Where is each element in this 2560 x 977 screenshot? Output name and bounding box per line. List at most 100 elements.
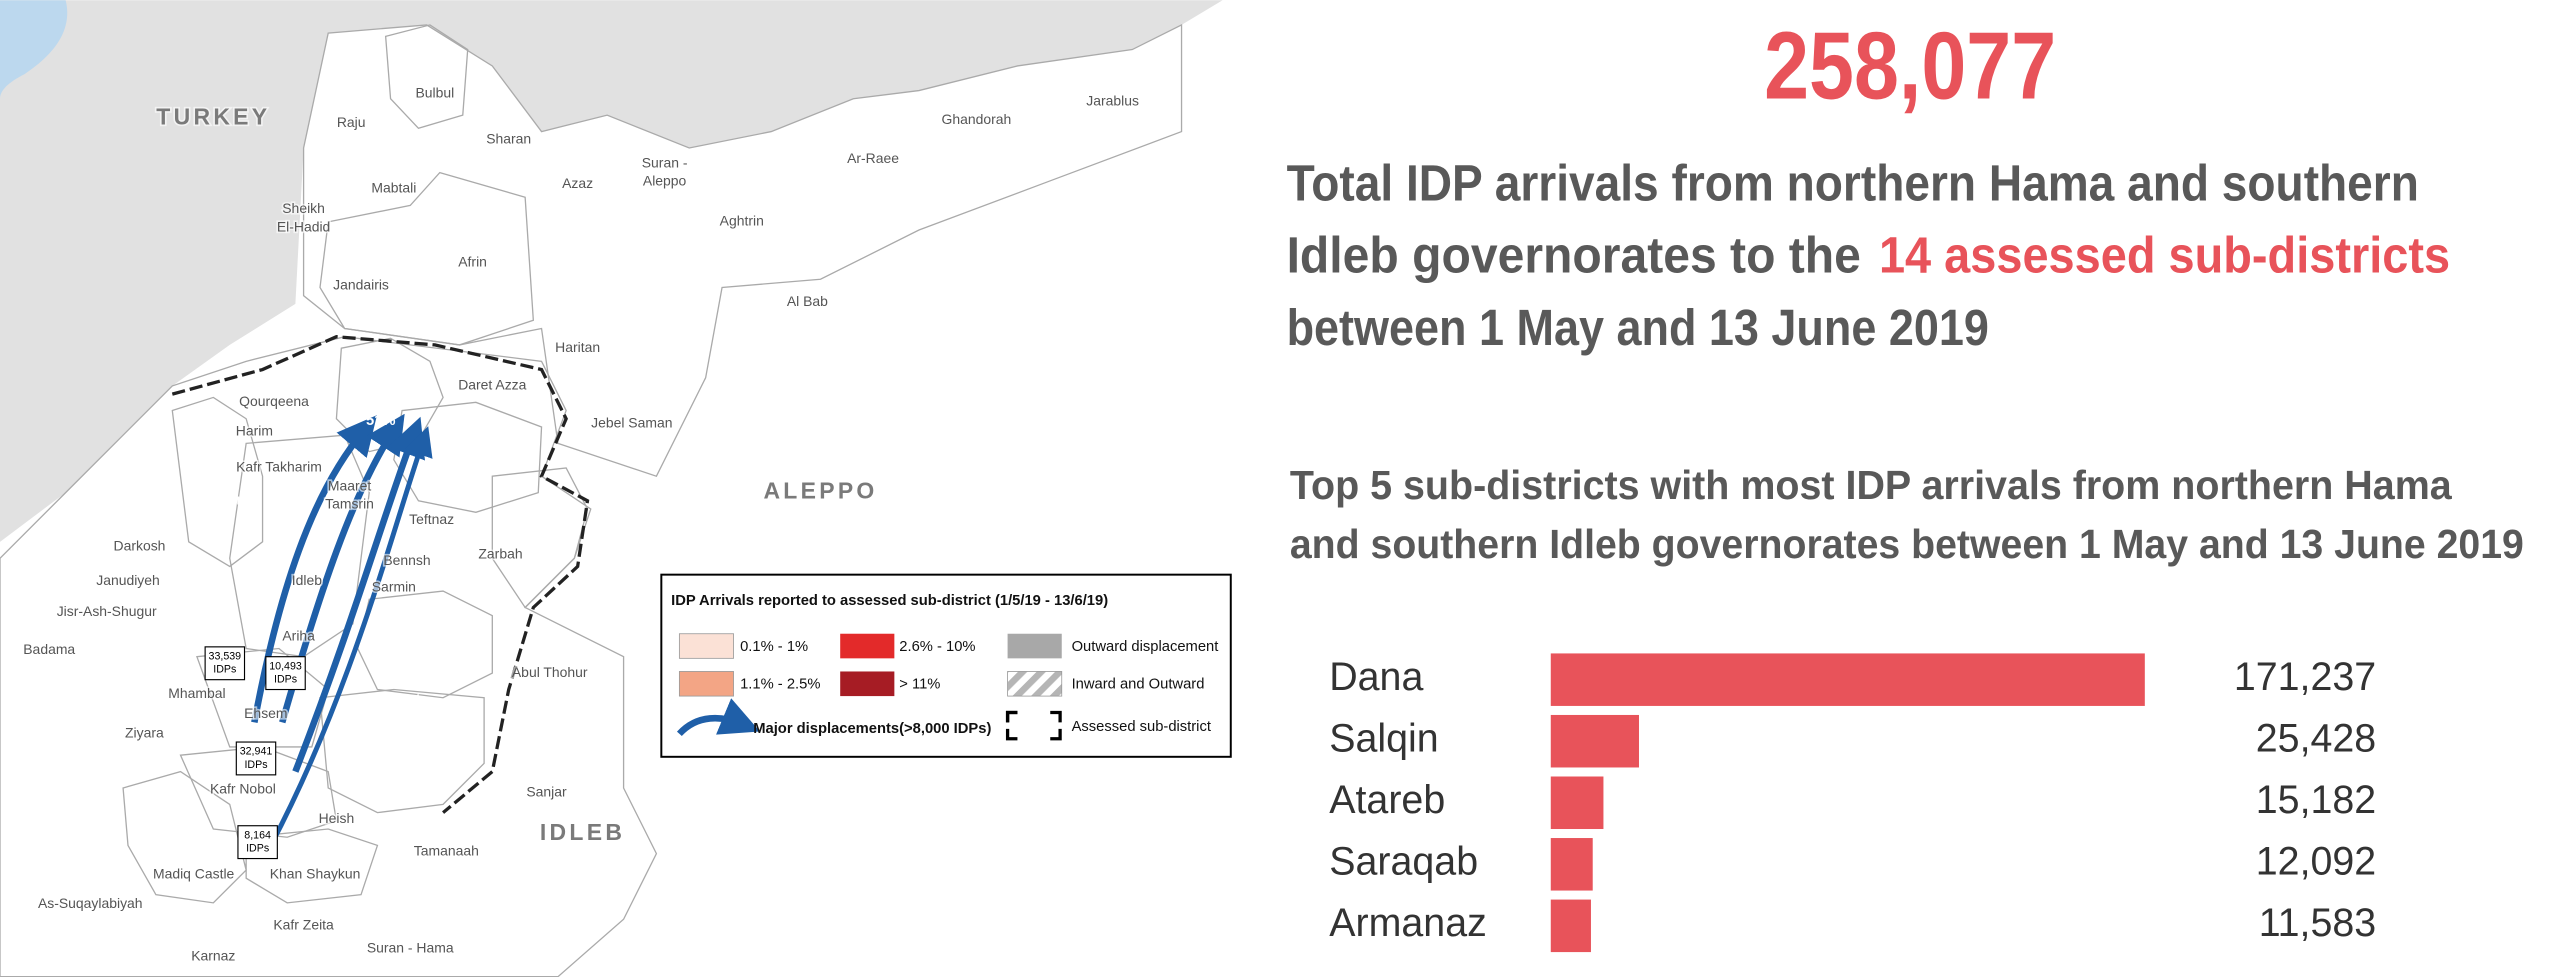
map-label: Khan Shaykun xyxy=(270,866,361,882)
map-label: Jandairis xyxy=(333,277,389,293)
assessed-outline xyxy=(171,335,590,814)
legend-item: 1.1% - 2.5% xyxy=(740,677,820,693)
map-label: Badama xyxy=(23,641,75,657)
bar xyxy=(1550,714,1639,768)
map-label: Azaz xyxy=(562,175,593,191)
flow-label: IDPs xyxy=(274,673,297,685)
map-label: Atareb xyxy=(433,452,480,468)
map-label: Idleb xyxy=(292,572,322,588)
map-label: Janudiyeh xyxy=(96,572,160,588)
maarrat xyxy=(319,688,485,814)
map-label: Kafr Takharim xyxy=(236,459,322,475)
map-label: El-Hadid xyxy=(277,218,330,234)
legend-item: Outward displacement xyxy=(1072,639,1219,655)
map-label: 51% xyxy=(366,413,396,429)
bar-category: Salqin xyxy=(1329,717,1438,761)
bar-value: 171,237 xyxy=(2234,655,2376,699)
map-label: Abul Thohur xyxy=(512,664,588,680)
map-label: Jisr-Ash-Shugur xyxy=(57,603,157,619)
bar xyxy=(1550,899,1591,953)
map-label: Bennsh xyxy=(383,552,430,568)
map-label: Tamanaah xyxy=(414,843,479,859)
map-label: Sharan xyxy=(486,130,531,146)
legend-item: Assessed sub-district xyxy=(1072,719,1211,735)
ehsem xyxy=(196,647,329,748)
flow-label: IDPs xyxy=(213,664,236,676)
bulbul xyxy=(384,24,469,130)
flow-arrow xyxy=(251,415,377,723)
bar-category: Armanaz xyxy=(1329,901,1487,945)
map-label: Aleppo xyxy=(643,172,687,188)
map-label: Suran - xyxy=(642,154,688,170)
bar-value: 15,182 xyxy=(2256,778,2376,822)
bar-category: Dana xyxy=(1329,655,1423,699)
khan-shaykun xyxy=(245,828,379,904)
bar-category: Atareb xyxy=(1329,778,1445,822)
map-label: Suran - Hama xyxy=(367,939,454,955)
map-label: ALEPPO xyxy=(763,478,877,504)
bar xyxy=(1550,653,2145,706)
bar xyxy=(1550,838,1593,891)
map-label: Kafr Nobol xyxy=(210,780,276,796)
legend-item: 0.1% - 1% xyxy=(740,639,808,655)
flow-box xyxy=(204,646,246,681)
flow-label: IDPs xyxy=(244,759,267,771)
headline-text: Total IDP arrivals from northern Hama an… xyxy=(1287,155,2419,212)
map-label: Sheikh xyxy=(282,200,325,216)
map-label: Ghandorah xyxy=(942,111,1012,127)
bar-value: 25,428 xyxy=(2256,717,2376,761)
map-label: Heish xyxy=(319,810,355,826)
salqin xyxy=(171,396,264,568)
map-label: Ziyara xyxy=(125,725,164,741)
map-label: Ehsem xyxy=(244,705,287,721)
bar xyxy=(1550,776,1604,830)
map-label: Harim xyxy=(236,423,273,439)
map-label: Saraqab xyxy=(398,624,456,640)
map-label: An Numan xyxy=(357,710,431,726)
map-label: Darkosh xyxy=(114,537,166,553)
map-label: Dana xyxy=(363,395,400,411)
flow-arrow xyxy=(268,426,433,847)
flow-label: 10,493 xyxy=(269,660,302,672)
map-label: Sanjar xyxy=(526,784,567,800)
chart-title: and southern Idleb governorates between … xyxy=(1290,521,2524,567)
map-label: Tamsrin xyxy=(325,496,374,512)
headline-number: 258,077 xyxy=(1764,14,2056,120)
legend-item: 2.6% - 10% xyxy=(899,639,975,655)
map-label: Raju xyxy=(337,114,366,130)
headline-text: between 1 May and 13 June 2019 xyxy=(1287,299,1989,356)
map-label: Karnaz xyxy=(191,948,235,964)
map-label: Jebel Saman xyxy=(591,414,672,430)
map-label: As-Suqaylabiyah xyxy=(38,895,143,911)
flow-box xyxy=(235,741,277,776)
flow-arrow xyxy=(292,416,426,773)
map-label: Madiq Castle xyxy=(153,866,235,882)
map-label: Kafr Zeita xyxy=(273,917,334,933)
bar-value: 12,092 xyxy=(2256,840,2376,884)
bar-value: 11,583 xyxy=(2259,901,2377,945)
flow-label: IDPs xyxy=(246,843,269,855)
headline-text: Idleb governorates to the xyxy=(1287,227,1861,284)
legend-item: Inward and Outward xyxy=(1072,677,1205,693)
map-label: Jarablus xyxy=(1086,93,1139,109)
flow-box xyxy=(265,656,306,691)
madiq-castle xyxy=(122,770,247,904)
legend: IDP Arrivals reported to assessed sub-di… xyxy=(660,573,1232,758)
map-label: Mhambal xyxy=(168,685,225,701)
map-label: TURKEY xyxy=(156,104,270,130)
map-label: Haritan xyxy=(555,339,600,355)
map-label: Ar-Raee xyxy=(847,150,899,166)
map-label: Maarrat xyxy=(367,692,420,708)
map-label: IDLEB xyxy=(540,819,625,845)
map-label: Salqin xyxy=(178,432,222,448)
sea xyxy=(0,0,68,99)
map-label: Armanaz xyxy=(199,493,261,509)
map-label: Al Bab xyxy=(787,293,828,309)
map-label: Aghtrin xyxy=(720,213,764,229)
chart-title: Top 5 sub-districts with most IDP arriva… xyxy=(1290,462,2453,508)
legend-title: IDP Arrivals reported to assessed sub-di… xyxy=(671,593,1108,609)
legend-item: > 11% xyxy=(899,677,940,693)
map-label: Daret Azza xyxy=(458,377,526,393)
map-label: Sarmin xyxy=(372,578,416,594)
